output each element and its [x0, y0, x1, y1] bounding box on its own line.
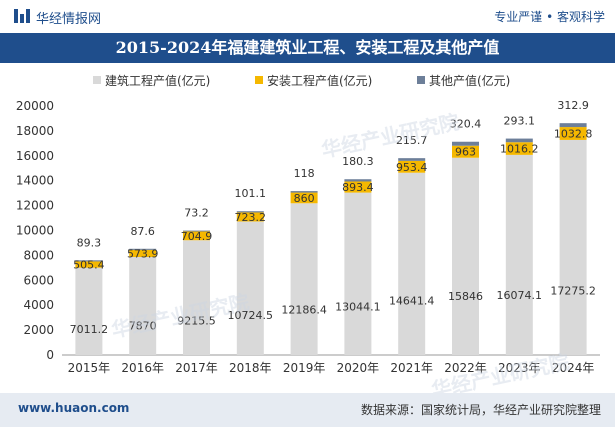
- data-label-other: 73.2: [184, 207, 209, 220]
- x-tick-label: 2017年: [175, 361, 218, 375]
- data-label-construction: 13044.1: [335, 300, 381, 313]
- x-tick-label: 2020年: [337, 361, 380, 375]
- x-tick-label: 2015年: [68, 361, 111, 375]
- data-label-other: 89.3: [77, 236, 102, 249]
- y-tick-label: 6000: [23, 273, 54, 287]
- bar-installation: [183, 231, 210, 241]
- x-tick-label: 2019年: [283, 361, 326, 375]
- bar-installation: [505, 142, 533, 155]
- data-label-installation: 963: [455, 146, 476, 159]
- y-tick-label: 14000: [16, 174, 54, 188]
- bar-other: [75, 260, 103, 262]
- y-tick-label: 2000: [23, 323, 54, 337]
- y-tick-label: 0: [46, 348, 54, 362]
- x-tick-label: 2018年: [229, 361, 272, 375]
- y-tick-label: 18000: [16, 124, 54, 138]
- x-tick-label: 2024年: [552, 361, 595, 375]
- data-label-other: 180.3: [342, 155, 374, 168]
- footer-bar: [0, 393, 615, 427]
- y-tick-label: 16000: [16, 149, 54, 163]
- bar-installation: [290, 192, 318, 204]
- bar-construction: [236, 221, 264, 355]
- legend: 建筑工程产值(亿元) 安装工程产值(亿元) 其他产值(亿元): [0, 72, 615, 92]
- bar-other: [344, 179, 372, 182]
- y-tick-label: 8000: [23, 248, 54, 262]
- bar-other: [559, 123, 587, 128]
- data-label-installation: 704.9: [181, 230, 213, 243]
- legend-label-construction: 建筑工程产值(亿元): [105, 74, 211, 88]
- legend-swatch-construction: [93, 76, 101, 84]
- footer-website: www.huaon.com: [18, 401, 130, 415]
- bar-construction: [129, 257, 157, 355]
- data-label-construction: 17275.2: [550, 284, 596, 297]
- data-label-other: 312.9: [557, 99, 589, 112]
- bar-other: [236, 211, 264, 213]
- bar-construction: [398, 172, 426, 355]
- bar-installation: [398, 160, 426, 173]
- data-label-construction: 16074.1: [497, 289, 543, 302]
- chart-title: 2015-2024年福建建筑业工程、安装工程及其他产值: [115, 38, 500, 57]
- bar-installation: [75, 261, 103, 268]
- data-label-other: 215.7: [396, 134, 428, 147]
- data-label-installation: 893.4: [342, 181, 374, 194]
- bar-construction: [183, 240, 210, 355]
- data-label-other: 87.6: [130, 225, 155, 238]
- legend-swatch-other: [417, 76, 425, 84]
- bar-other: [183, 230, 210, 232]
- legend-label-other: 其他产值(亿元): [429, 74, 511, 88]
- legend-label-installation: 安装工程产值(亿元): [267, 74, 373, 88]
- data-label-construction: 15846: [448, 290, 483, 303]
- y-tick-label: 4000: [23, 298, 54, 312]
- x-tick-label: 2022年: [444, 361, 487, 375]
- data-label-construction: 10724.5: [228, 309, 274, 322]
- data-label-other: 101.1: [235, 187, 267, 200]
- y-tick-label: 10000: [16, 224, 54, 238]
- stacked-bar-chart: 0 2000 4000 6000 8000 10000 12000 14000 16000 180…: [16, 99, 600, 375]
- bar-installation: [344, 181, 372, 193]
- bar-other: [129, 248, 157, 250]
- data-label-installation: 505.4: [73, 259, 105, 272]
- bar-construction: [75, 267, 103, 355]
- data-label-installation: 860: [294, 192, 315, 205]
- data-label-other: 293.1: [504, 115, 536, 128]
- bar-installation: [452, 145, 479, 158]
- data-label-installation: 1016.2: [500, 143, 539, 156]
- top-bar: 华经情报网 专业严谨 • 客观科学: [0, 0, 615, 33]
- bar-installation: [236, 212, 264, 222]
- data-label-construction: 14641.4: [389, 294, 435, 307]
- data-label-installation: 573.9: [127, 247, 159, 260]
- data-label-construction: 7011.2: [70, 323, 109, 336]
- brand-name: 华经情报网: [36, 12, 102, 27]
- logo-icon: [14, 9, 30, 23]
- data-label-installation: 953.4: [396, 161, 428, 174]
- bar-other: [452, 141, 479, 146]
- y-tick-label: 20000: [16, 99, 54, 113]
- bar-other: [505, 138, 533, 143]
- bar-installation: [129, 249, 157, 258]
- data-label-construction: 9215.5: [177, 315, 216, 328]
- data-label-installation: 1032.8: [554, 127, 593, 140]
- bar-other: [398, 158, 426, 161]
- data-label-other: 118: [294, 167, 315, 180]
- bar-construction: [290, 203, 318, 355]
- bar-other: [290, 191, 318, 193]
- data-label-construction: 12186.4: [281, 303, 327, 316]
- x-tick-label: 2021年: [390, 361, 433, 375]
- data-label-construction: 7870: [129, 320, 157, 333]
- data-label-installation: 723.2: [235, 211, 267, 224]
- bar-installation: [559, 127, 587, 140]
- bar-construction: [505, 154, 533, 355]
- x-tick-label: 2016年: [121, 361, 164, 375]
- bar-construction: [452, 157, 479, 355]
- bar-construction: [559, 139, 587, 355]
- bar-construction: [344, 192, 372, 355]
- legend-swatch-installation: [255, 76, 263, 84]
- x-tick-label: 2023年: [498, 361, 541, 375]
- footer-source: 数据来源：国家统计局，华经产业研究院整理: [360, 403, 601, 417]
- slogan: 专业严谨 • 客观科学: [494, 10, 605, 24]
- data-label-other: 320.4: [450, 118, 482, 131]
- y-tick-label: 12000: [16, 199, 54, 213]
- title-bar: [0, 33, 615, 63]
